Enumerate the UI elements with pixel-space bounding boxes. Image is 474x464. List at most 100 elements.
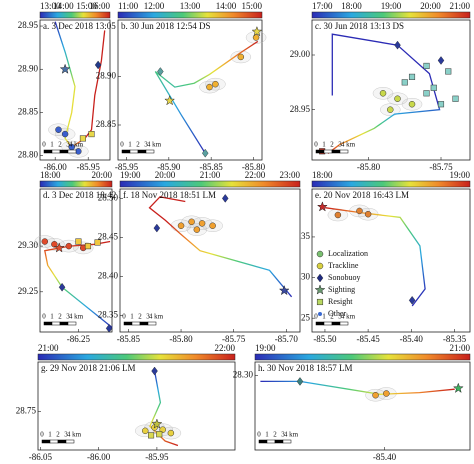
- panel-title: g. 29 Nov 2018 21:06 LM: [41, 363, 136, 373]
- scale-label: 2: [58, 141, 62, 149]
- square-marker: [423, 90, 430, 97]
- scale-label: 2: [56, 431, 60, 439]
- colorbar: [311, 11, 471, 19]
- trackline: [327, 33, 441, 154]
- diamond-marker: [157, 67, 164, 76]
- y-tick-label: 28.35: [98, 310, 119, 320]
- legend-label: Sighting: [328, 285, 355, 294]
- panel-title: c. 30 Jun 2018 13:13 DS: [315, 21, 404, 31]
- legend-label: Sonobuoy: [328, 273, 360, 282]
- panel-title: b. 30 Jun 2018 12:54 DS: [121, 21, 211, 31]
- diamond-marker: [151, 366, 158, 376]
- panel-title: h. 30 Nov 2018 18:57 LM: [258, 363, 353, 373]
- x-tick-label: -85.95: [115, 162, 139, 172]
- scale-bar: [282, 439, 292, 444]
- colorbar: [311, 180, 471, 188]
- colorbar: [119, 180, 301, 188]
- x-tick-label: -85.75: [429, 162, 453, 172]
- scale-label: 3: [144, 141, 148, 149]
- scale-bar: [67, 149, 77, 154]
- scale-bar: [43, 149, 53, 154]
- x-tick-label: -85.80: [357, 162, 381, 172]
- colorbar-tick-label: 20:00: [155, 170, 176, 180]
- y-tick-label: 28.85: [18, 107, 39, 117]
- scale-bar: [331, 149, 341, 154]
- scale-label: 3: [146, 313, 150, 321]
- legend-marker: [316, 262, 324, 270]
- colorbar-tick-label: 22:00: [245, 170, 266, 180]
- colorbar-tick-label: 18:00: [312, 170, 333, 180]
- square-marker: [79, 135, 86, 142]
- square-marker: [430, 84, 437, 91]
- scale-label: 1: [265, 431, 269, 439]
- x-tick-label: -86.05: [29, 452, 53, 462]
- circle-marker: [61, 130, 69, 138]
- x-tick-label: -85.95: [77, 162, 101, 172]
- colorbar-tick-label: 20:00: [420, 1, 441, 11]
- x-tick-label: -85.80: [242, 162, 266, 172]
- circle-marker: [188, 218, 195, 226]
- map-frame: [39, 188, 113, 333]
- panel-title: e. 20 Nov 2018 16:43 LM: [315, 190, 409, 200]
- colorbar-tick-label: 21:00: [200, 170, 221, 180]
- colorbar: [37, 353, 236, 361]
- square-marker: [401, 79, 408, 86]
- scale-label: 0: [42, 313, 46, 321]
- circle-marker: [379, 90, 387, 97]
- scale-label: 0: [40, 431, 44, 439]
- scale-bar: [123, 321, 133, 326]
- colorbar-tick-label: 18:00: [40, 170, 61, 180]
- y-tick-label: 28.45: [98, 232, 119, 242]
- scale-label: 2: [138, 313, 142, 321]
- star-marker: [59, 63, 71, 74]
- colorbar-tick-label: 14:00: [53, 1, 74, 11]
- circle-marker: [65, 242, 73, 250]
- colorbar-tick-label: 21:00: [449, 1, 470, 11]
- scale-label: 2: [330, 141, 334, 149]
- diamond-marker: [394, 40, 401, 50]
- scale-label: 0: [42, 141, 46, 149]
- trackline: [148, 196, 293, 298]
- scale-label: 3: [338, 313, 342, 321]
- diamond-marker: [201, 148, 209, 158]
- colorbar: [39, 180, 113, 188]
- panel-title: a. 3 Dec 2018 13:05 LM: [43, 21, 131, 31]
- panel-title: f. 18 Nov 2018 18:51 LM: [123, 190, 216, 200]
- scale-label: 4 km: [341, 313, 356, 321]
- x-tick-label: -85.35: [443, 334, 467, 344]
- x-tick-label: -85.90: [157, 162, 181, 172]
- square-marker: [423, 62, 430, 69]
- scale-bar: [67, 321, 77, 326]
- colorbar-tick-label: 17:00: [312, 1, 333, 11]
- scale-bar: [323, 149, 333, 154]
- scale-label: 0: [314, 313, 318, 321]
- scale-bar: [339, 321, 349, 326]
- legend-marker: [316, 250, 324, 258]
- y-tick-label: 28.40: [98, 271, 119, 281]
- colorbar-tick-label: 21:00: [449, 343, 470, 353]
- scale-label: 1: [128, 141, 132, 149]
- x-tick-label: -85.45: [356, 334, 380, 344]
- colorbar: [254, 353, 471, 361]
- circle-marker: [334, 211, 342, 219]
- scale-bar: [331, 321, 341, 326]
- square-marker: [156, 431, 163, 438]
- scale-bar: [59, 149, 69, 154]
- x-tick-label: -86.00: [87, 452, 111, 462]
- y-tick-label: 28.90: [18, 63, 39, 73]
- diamond-marker: [105, 324, 113, 333]
- scale-label: 2: [58, 313, 62, 321]
- panel-title: d. 3 Dec 2018 18:42 LM & TS: [43, 190, 154, 200]
- diamond-marker: [437, 56, 445, 65]
- circle-marker: [356, 207, 363, 215]
- trackline: [149, 370, 179, 447]
- scale-bar: [274, 439, 284, 444]
- y-tick-label: 29.30: [18, 240, 39, 250]
- diamond-marker: [94, 60, 102, 70]
- legend-label: Localization: [328, 249, 368, 258]
- y-tick-label: 29.25: [18, 286, 39, 296]
- scale-label: 0: [314, 141, 318, 149]
- y-tick-label: 28.85: [96, 119, 117, 129]
- map-frame: [37, 361, 236, 451]
- scale-bar: [51, 149, 61, 154]
